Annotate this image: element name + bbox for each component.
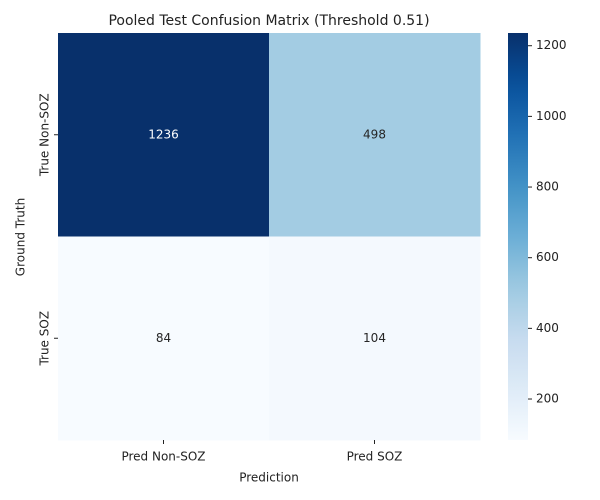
x-tick-label: Pred SOZ — [347, 450, 403, 464]
y-tick-label: True Non-SOZ — [38, 93, 52, 177]
heatmap-cell — [58, 33, 270, 237]
y-tick-label: True SOZ — [38, 311, 52, 367]
colorbar-tick-label: 1000 — [536, 109, 567, 123]
colorbar — [508, 33, 528, 440]
heatmap-cell — [269, 33, 481, 237]
colorbar-tick-label: 600 — [536, 250, 559, 264]
cell-label: 84 — [156, 331, 171, 345]
y-axis-label: Ground Truth — [14, 198, 28, 276]
cell-label: 498 — [363, 127, 386, 141]
heatmap-cell — [269, 236, 481, 441]
x-axis-label: Prediction — [239, 471, 299, 485]
cell-label: 1236 — [148, 127, 179, 141]
colorbar-tick-label: 200 — [536, 392, 559, 406]
cell-label: 104 — [363, 331, 386, 345]
colorbar-tick-label: 800 — [536, 180, 559, 194]
chart-title: Pooled Test Confusion Matrix (Threshold … — [108, 13, 429, 29]
colorbar-tick-label: 400 — [536, 321, 559, 335]
x-tick-label: Pred Non-SOZ — [121, 450, 205, 464]
colorbar-tick-label: 1200 — [536, 38, 567, 52]
heatmap-cell — [58, 236, 270, 441]
